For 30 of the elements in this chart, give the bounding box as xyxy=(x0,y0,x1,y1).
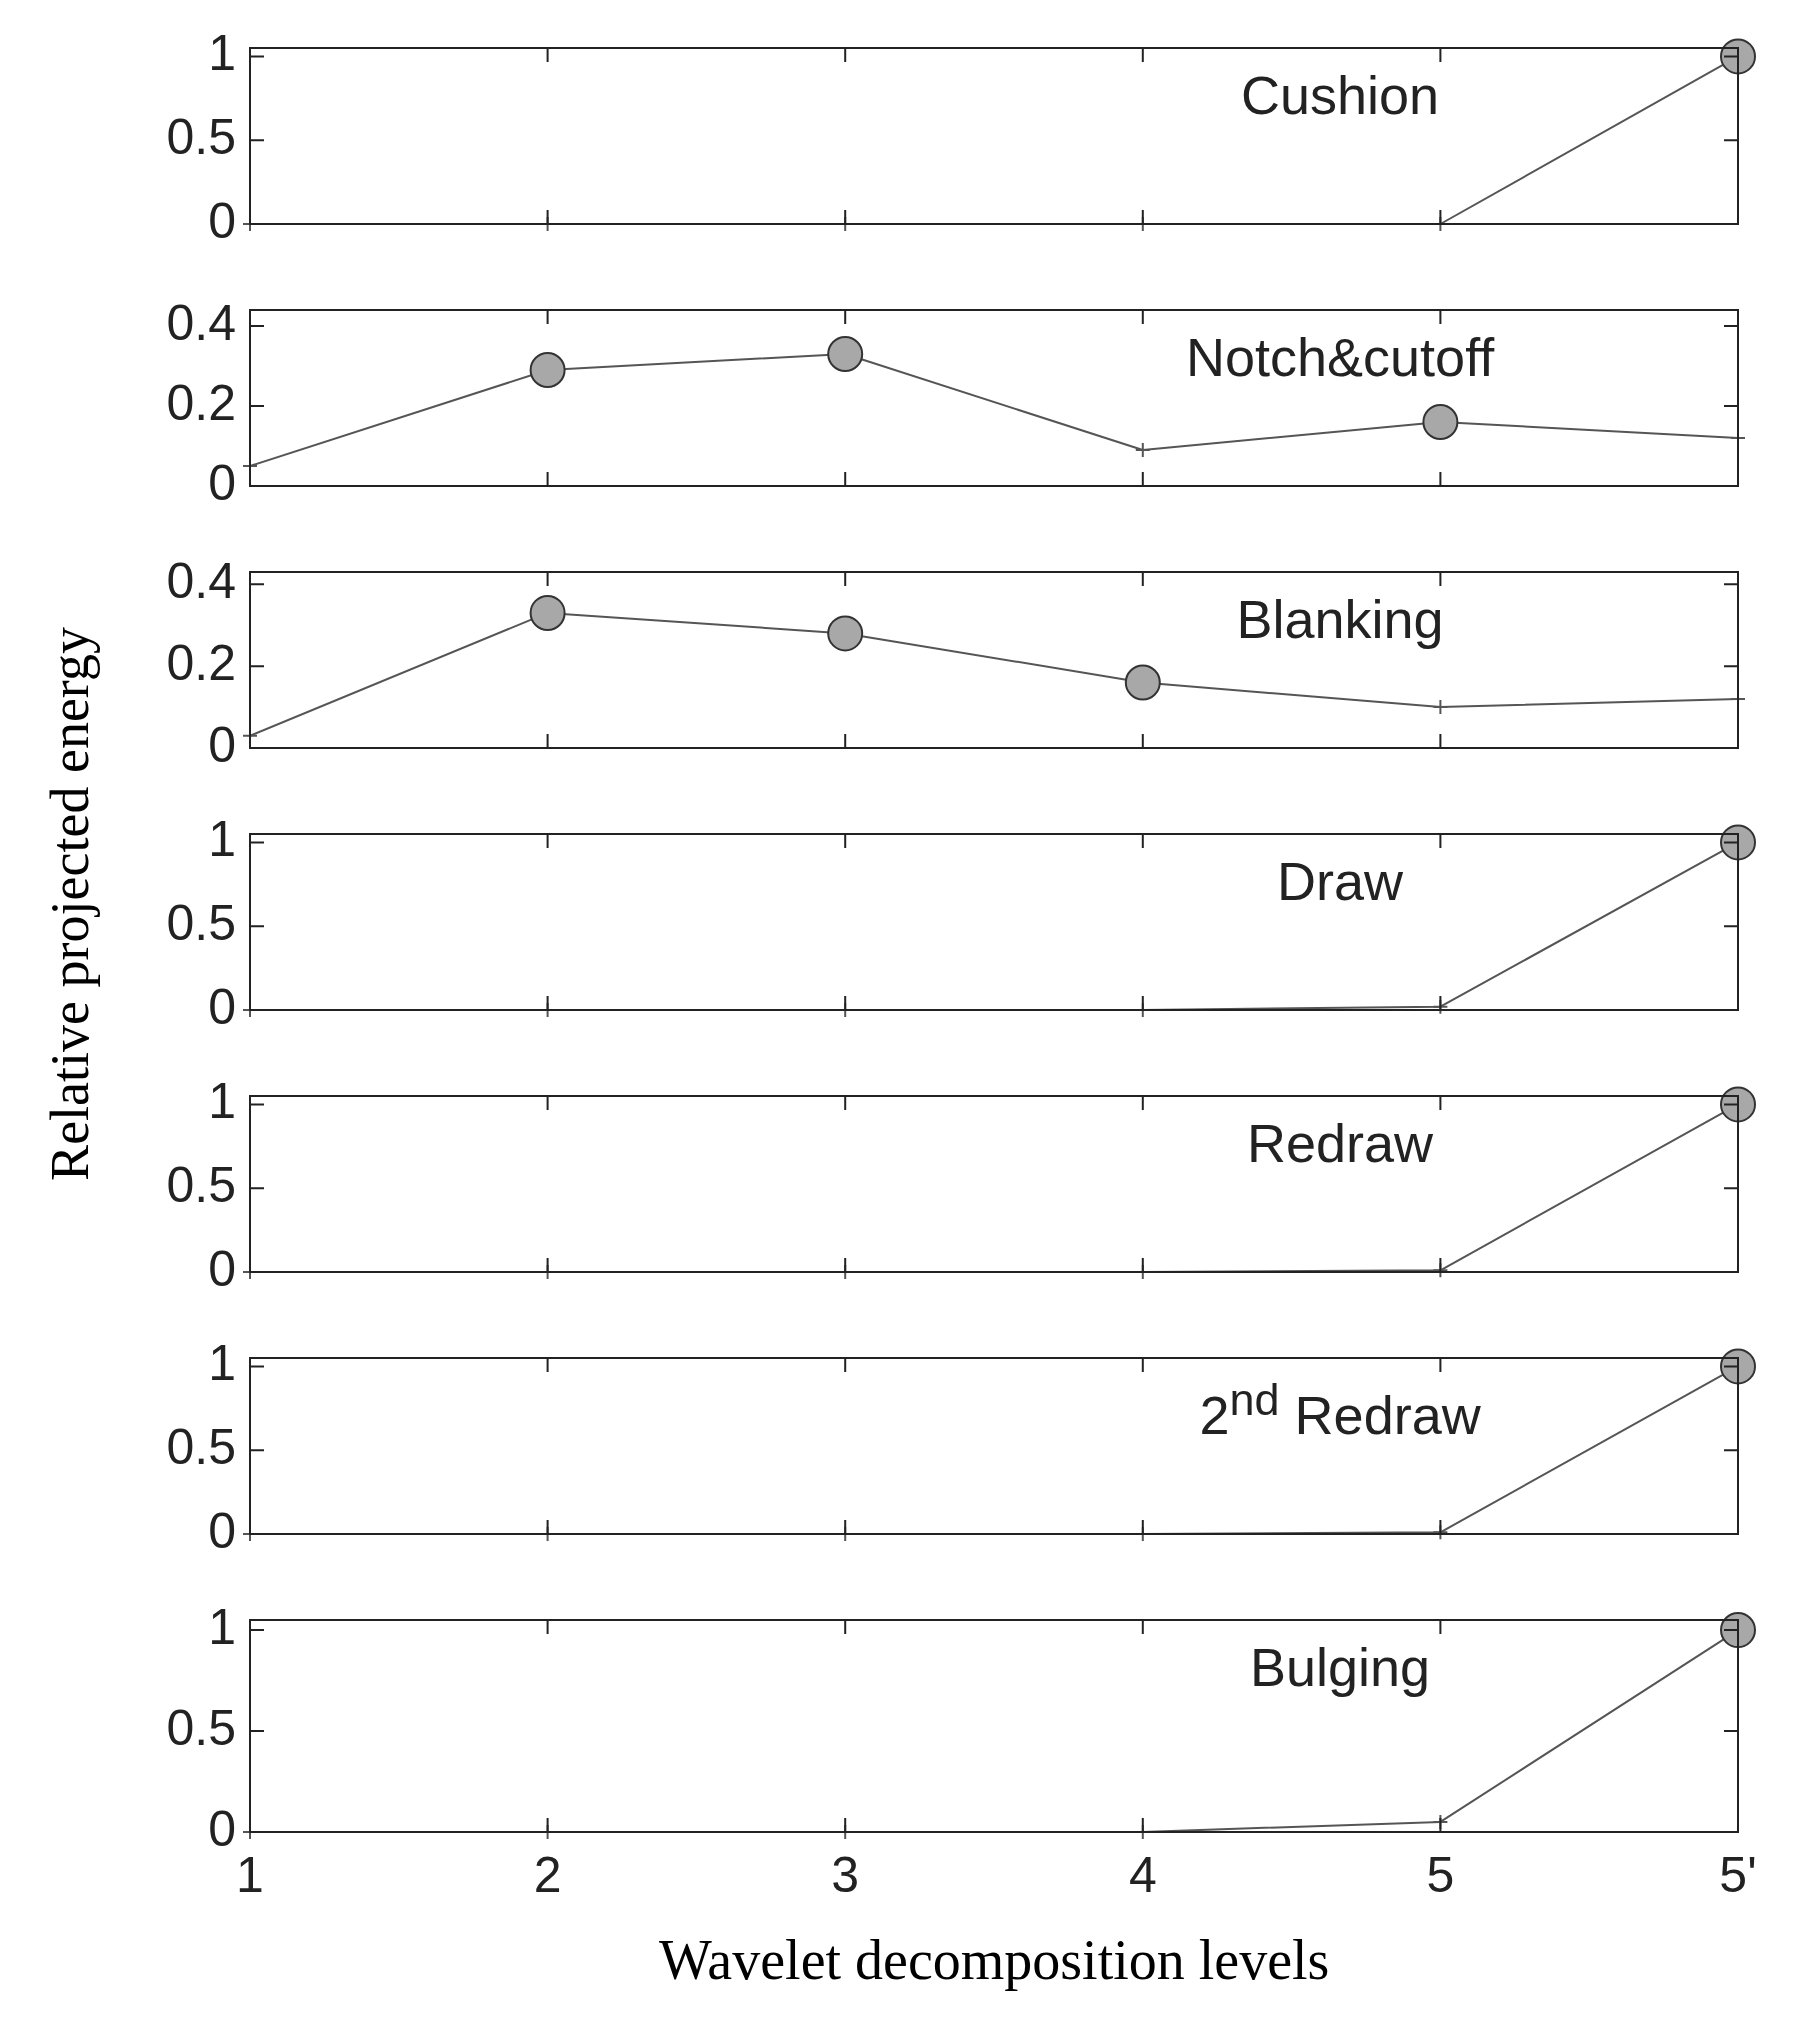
y-tick-label: 0.5 xyxy=(166,108,236,165)
x-tick-label: 4 xyxy=(1128,1846,1157,1903)
y-tick-label: 0.5 xyxy=(166,1156,236,1213)
y-tick-label: 0 xyxy=(208,1502,236,1559)
y-tick-label: 0.4 xyxy=(166,553,236,610)
y-tick-label: 0 xyxy=(208,192,236,249)
y-tick-label: 1 xyxy=(208,1335,236,1392)
y-tick-label: 1 xyxy=(208,1073,236,1130)
x-tick-label: 5 xyxy=(1426,1846,1455,1903)
y-tick-label: 0 xyxy=(208,1800,236,1857)
annotation: Blanking xyxy=(1236,588,1444,650)
x-tick-label: 3 xyxy=(831,1846,860,1903)
y-tick-label: 0 xyxy=(208,454,236,511)
y-tick-label: 1 xyxy=(208,25,236,82)
x-axis-title: Wavelet decomposition levels xyxy=(659,1928,1330,1992)
y-tick-label: 0.5 xyxy=(166,1699,236,1756)
y-tick-label: 1 xyxy=(208,811,236,868)
y-tick-label: 0 xyxy=(208,716,236,773)
y-tick-label: 0 xyxy=(208,1240,236,1297)
y-axis-title: Relative projected energy xyxy=(38,627,101,1181)
annotation: Notch&cutoff xyxy=(1186,326,1495,388)
x-tick-label: 5' xyxy=(1719,1846,1757,1903)
y-tick-label: 0.5 xyxy=(166,1418,236,1475)
y-tick-label: 0.2 xyxy=(166,634,236,691)
y-tick-label: 0.4 xyxy=(166,294,236,351)
x-tick-label: 2 xyxy=(533,1846,562,1903)
y-tick-label: 0 xyxy=(208,978,236,1035)
y-tick-label: 1 xyxy=(208,1598,236,1655)
y-tick-label: 0.2 xyxy=(166,374,236,431)
y-tick-label: 0.5 xyxy=(166,894,236,951)
